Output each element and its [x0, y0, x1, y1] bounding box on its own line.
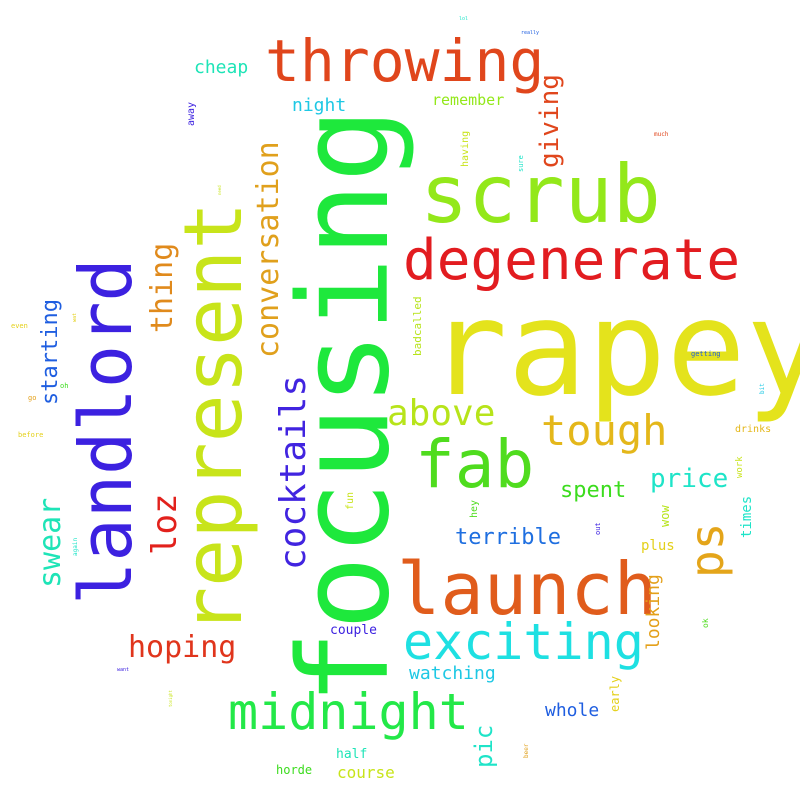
- word: above: [387, 393, 496, 434]
- word: much: [654, 131, 669, 138]
- word: again: [72, 537, 79, 556]
- word: half: [336, 747, 368, 762]
- word: terrible: [455, 525, 561, 550]
- word: times: [739, 495, 755, 538]
- word: throwing: [265, 27, 545, 95]
- word: badcalled: [411, 296, 424, 356]
- word: want: [117, 667, 130, 673]
- word: couple: [330, 623, 377, 638]
- word: drinks: [735, 424, 772, 435]
- word: cheap: [194, 57, 249, 78]
- word: looking: [643, 574, 664, 650]
- word: starting: [38, 299, 63, 405]
- word: pic: [470, 724, 498, 768]
- word: loz: [145, 493, 185, 555]
- word: spent: [560, 478, 627, 503]
- word: whole: [545, 700, 600, 721]
- word: ok: [701, 618, 710, 628]
- word: need: [217, 185, 222, 195]
- word: early: [608, 675, 622, 712]
- word: away: [186, 101, 197, 126]
- word: wat: [72, 312, 78, 322]
- word: thing: [145, 242, 180, 333]
- word: degenerate: [403, 228, 741, 293]
- word: lol: [459, 16, 469, 22]
- word: bit: [759, 383, 766, 394]
- word: cocktails: [273, 374, 314, 570]
- word: oh: [60, 382, 69, 390]
- word: go: [28, 394, 37, 402]
- word: hoping: [128, 630, 237, 665]
- word: midnight: [228, 683, 469, 741]
- word: course: [337, 763, 395, 782]
- word: night: [292, 95, 347, 116]
- word: scrub: [420, 148, 661, 241]
- word: watching: [409, 663, 496, 684]
- word: getting: [691, 350, 721, 358]
- word: price: [650, 464, 729, 494]
- word: represent: [167, 201, 260, 635]
- word: ps: [680, 522, 734, 578]
- word: fun: [345, 491, 356, 510]
- word: fab: [415, 426, 535, 503]
- word: work: [735, 456, 745, 478]
- word: tonight: [168, 690, 173, 707]
- word: horde: [276, 763, 313, 777]
- word: giving: [535, 74, 565, 168]
- word: wow: [658, 505, 672, 527]
- word: even: [11, 322, 28, 330]
- word: beer: [523, 743, 530, 758]
- word: plus: [641, 538, 675, 554]
- word: tough: [541, 406, 668, 455]
- word: out: [594, 522, 602, 535]
- word: conversation: [251, 141, 286, 358]
- word: remember: [432, 91, 505, 109]
- word: before: [18, 431, 44, 439]
- word: having: [460, 130, 471, 167]
- word: exciting: [403, 613, 644, 671]
- word: launch: [397, 547, 658, 631]
- word: sure: [517, 155, 525, 172]
- word: landlord: [64, 258, 148, 605]
- word: hey: [469, 499, 480, 518]
- word: rapey: [428, 272, 800, 426]
- word: swear: [33, 497, 68, 588]
- word: really: [521, 30, 540, 36]
